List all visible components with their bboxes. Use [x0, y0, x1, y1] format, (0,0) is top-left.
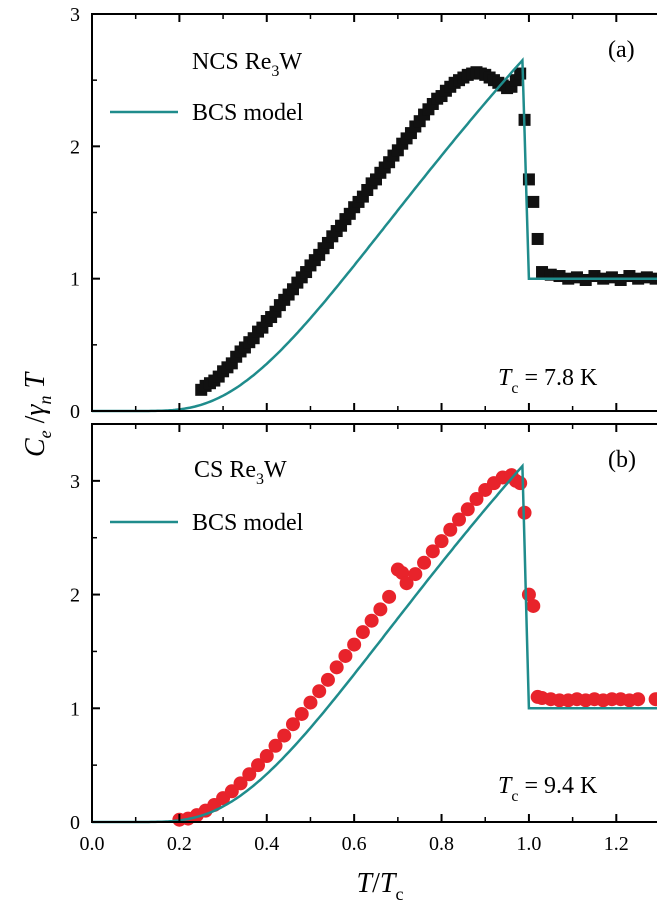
data-point [373, 602, 388, 617]
data-point [443, 522, 458, 537]
data-point [526, 598, 541, 613]
panel-a-data-points [195, 66, 657, 396]
panel-b: 0 1 2 3 0.0 0.2 0.4 0.6 0.8 1.0 1.2 (b) CS Re3W B… [70, 423, 657, 855]
y-tick-label: 3 [70, 4, 80, 26]
data-point [513, 476, 528, 491]
panel-a-y-axis: 0 1 2 3 [70, 4, 100, 423]
x-tick-label: 0.0 [80, 833, 105, 855]
data-point [399, 576, 414, 591]
data-point [425, 544, 440, 559]
panel-b-label: (b) [608, 447, 636, 473]
data-point [434, 534, 449, 549]
data-point [648, 692, 657, 707]
panel-a-sample-title: NCS Re3W [192, 49, 302, 80]
data-point [277, 728, 292, 743]
data-point [527, 195, 540, 208]
x-tick-label: 0.8 [429, 833, 454, 855]
panel-a-label: (a) [608, 37, 635, 63]
panel-b-data-points [172, 468, 657, 827]
x-axis-title: T/Tc [357, 868, 404, 904]
data-point [312, 684, 327, 699]
y-tick-label: 1 [70, 698, 80, 720]
data-point [364, 613, 379, 628]
y-tick-label: 3 [70, 471, 80, 493]
x-tick-label: 0.6 [342, 833, 367, 855]
panel-a: 0 1 2 3 (a) NCS Re3W BCS model Tc = 7.8 K [70, 4, 657, 423]
data-point [355, 625, 370, 640]
x-tick-label: 0.2 [167, 833, 192, 855]
data-point [233, 776, 248, 791]
y-axis-title: Ce /γn T [20, 371, 55, 458]
data-point [460, 502, 475, 517]
data-point [338, 648, 353, 663]
panel-a-legend-label: BCS model [192, 100, 304, 126]
data-point [268, 738, 283, 753]
y-tick-label: 1 [70, 269, 80, 291]
x-tick-label: 1.2 [604, 833, 629, 855]
data-point [452, 512, 467, 527]
data-point [285, 717, 300, 732]
data-point [294, 706, 309, 721]
panel-b-x-axis: 0.0 0.2 0.4 0.6 0.8 1.0 1.2 [80, 424, 629, 855]
data-point [320, 672, 335, 687]
data-point [242, 767, 257, 782]
data-point [347, 637, 362, 652]
panel-b-tc-annotation: Tc = 9.4 K [498, 773, 598, 805]
data-point [408, 567, 423, 582]
panel-b-bcs-curve [92, 462, 657, 824]
panel-a-tc-annotation: Tc = 7.8 K [498, 365, 598, 397]
data-point [303, 695, 318, 710]
panel-a-x-ticks [91, 14, 618, 411]
x-tick-label: 0.4 [254, 833, 279, 855]
y-tick-label: 2 [70, 136, 80, 158]
data-point [251, 758, 266, 773]
data-point [631, 692, 646, 707]
panel-a-frame [91, 13, 657, 412]
data-point [469, 492, 484, 507]
data-point [514, 67, 527, 80]
y-tick-label: 0 [70, 812, 80, 834]
data-point [329, 660, 344, 675]
panel-b-y-axis: 0 1 2 3 [70, 471, 100, 834]
data-point [382, 589, 397, 604]
panel-b-frame [91, 423, 657, 823]
panel-b-sample-title: CS Re3W [194, 457, 287, 488]
panel-b-legend-label: BCS model [192, 510, 304, 536]
data-point [531, 232, 544, 245]
data-point [259, 749, 274, 764]
data-point [417, 555, 432, 570]
panel-a-bcs-curve [92, 57, 657, 413]
y-tick-label: 2 [70, 585, 80, 607]
x-tick-label: 1.0 [516, 833, 541, 855]
y-tick-label: 0 [70, 401, 80, 423]
